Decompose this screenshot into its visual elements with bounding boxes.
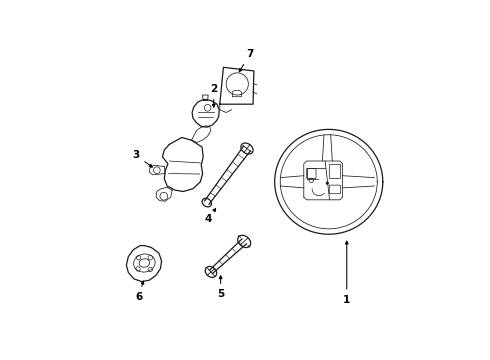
Text: 3: 3 xyxy=(132,150,152,167)
Circle shape xyxy=(326,182,329,185)
Polygon shape xyxy=(192,126,211,143)
Ellipse shape xyxy=(241,143,253,154)
Text: 2: 2 xyxy=(210,84,218,107)
Polygon shape xyxy=(220,67,254,104)
Polygon shape xyxy=(280,176,304,188)
Text: 4: 4 xyxy=(204,208,216,224)
Polygon shape xyxy=(149,165,165,175)
Polygon shape xyxy=(192,99,219,127)
Polygon shape xyxy=(156,187,172,201)
Text: 7: 7 xyxy=(239,49,253,72)
Text: 1: 1 xyxy=(343,241,350,305)
Polygon shape xyxy=(203,95,208,100)
Ellipse shape xyxy=(202,198,211,207)
Polygon shape xyxy=(162,138,203,192)
Ellipse shape xyxy=(205,266,217,277)
Polygon shape xyxy=(126,246,162,282)
Text: 6: 6 xyxy=(135,281,144,302)
Text: 5: 5 xyxy=(217,276,224,299)
Polygon shape xyxy=(343,176,374,188)
Polygon shape xyxy=(304,161,343,200)
Ellipse shape xyxy=(238,235,251,248)
